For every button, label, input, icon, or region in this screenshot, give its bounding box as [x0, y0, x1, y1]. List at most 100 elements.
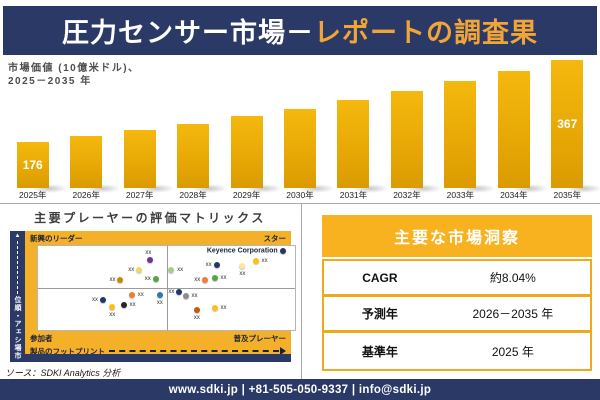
matrix-plot-area: xx xx xx xx xx xx xx xx Keyence Corporation xx xx x… — [37, 245, 296, 331]
scatter-point — [279, 247, 286, 254]
x-tick-label: 2026年 — [72, 190, 100, 200]
evaluation-matrix: ▲ 位順・アェシ場市 新興のリーダー スター xx xx xx xx xx xx xx xx K… — [10, 231, 296, 362]
point-label: xx — [261, 257, 268, 264]
point-label: xx — [205, 261, 212, 268]
x-axis-dashes — [109, 350, 279, 352]
point-label: xx — [177, 267, 184, 274]
bar-column: 2033年 — [434, 56, 496, 202]
bar-column: 2029年 — [220, 56, 282, 202]
scatter-point — [211, 275, 218, 282]
x-tick-label: 2033年 — [446, 190, 475, 200]
matrix-quadrant-labels-top: 新興のリーダー スター — [30, 233, 286, 244]
source-note: ソース：SDKI Analytics 分析 — [5, 368, 121, 378]
point-label: xx — [156, 299, 163, 306]
scatter-point — [120, 301, 127, 308]
point-label: xx — [129, 301, 136, 308]
y-axis-label: 位順・アェシ場市 — [14, 296, 21, 360]
quadrant-label-top-right: スター — [263, 234, 287, 243]
quadrant-label-bottom-right: 普及プレーヤー — [233, 334, 287, 343]
insights-header: 主要な市場洞察 — [322, 215, 592, 257]
bar-value-label: 176 — [22, 158, 43, 172]
bar-column: 367 2035年 — [541, 56, 600, 202]
point-label: xx — [191, 292, 198, 299]
row-label: CAGR — [362, 270, 398, 285]
scatter-point — [109, 303, 116, 310]
point-label: xx — [193, 315, 200, 322]
matrix-title: 主要プレーヤーの評価マトリックス — [34, 211, 266, 225]
chart-subtitle: 市場価値 (10億米ドル)、 2025－2035 年 — [8, 62, 140, 88]
insights-table: CAGR 約8.04% 予測年 2026－2035 年 基準年 2025 年 — [322, 259, 592, 371]
row-value: 2026－2035 年 — [472, 307, 554, 321]
table-row: 予測年 2026－2035 年 — [324, 297, 590, 333]
bar-value-label: 367 — [557, 117, 578, 131]
point-label: xx — [109, 311, 116, 318]
arrow-up-icon: ▲ — [14, 233, 21, 239]
point-label: xx — [145, 249, 152, 256]
bar-2025年: 176 — [16, 142, 68, 193]
bar-2029年 — [230, 116, 282, 193]
bar-chart: 176 2025年 2026年 2027年 2028年 2029年 2030年 2031年 20… — [6, 56, 600, 202]
row-value: 2025 年 — [491, 344, 534, 359]
chart-subtitle-line2: 2025－2035 年 — [8, 76, 92, 87]
matrix-quadrant-labels-bottom: 参加者 普及プレーヤー — [30, 333, 286, 344]
scatter-point — [146, 256, 153, 263]
bar-column: 2028年 — [166, 56, 229, 202]
bar-2031年 — [337, 100, 389, 193]
point-label: xx — [220, 275, 227, 282]
scatter-point — [182, 292, 189, 299]
quadrant-label-bottom-left: 参加者 — [30, 334, 53, 343]
row-label: 予測年 — [361, 307, 398, 321]
scatter-point — [128, 291, 135, 298]
point-label: xx — [92, 296, 99, 303]
bar-2030年 — [283, 109, 336, 193]
x-tick-label: 2030年 — [286, 190, 314, 200]
title-bar: 圧力センサー市場－ レポートの調査果 — [3, 6, 597, 55]
point-label: xx — [109, 277, 116, 284]
scatter-point — [193, 307, 200, 314]
bar-column: 2027年 — [113, 56, 175, 202]
quadrant-label-top-left: 新興のリーダー — [30, 234, 83, 243]
point-label: xx — [168, 288, 175, 295]
contact-footer: www.sdki.jp | +81-505-050-9337 | info@sd… — [0, 379, 600, 400]
point-label: xx — [128, 267, 135, 274]
scatter-point — [152, 276, 159, 283]
table-row: CAGR 約8.04% — [324, 261, 590, 297]
x-tick-label: 2029年 — [232, 190, 261, 200]
point-label: xx — [144, 276, 151, 283]
point-label: xx — [137, 291, 144, 298]
bar-2028年 — [177, 124, 229, 193]
bar-2033年 — [444, 81, 496, 193]
x-tick-label: 2031年 — [339, 190, 368, 200]
bar-2032年 — [390, 91, 443, 193]
page-title-accent: レポートの調査果 — [314, 18, 538, 48]
matrix-bottom-strip — [10, 354, 291, 362]
bar-column: 2032年 — [380, 56, 443, 202]
scatter-point — [213, 261, 220, 268]
scatter-point — [156, 291, 163, 298]
bar-2026年 — [70, 136, 122, 193]
x-tick-label: 2034年 — [500, 190, 528, 200]
matrix-x-axis: 製品のフットプリント — [30, 345, 286, 357]
scatter-point — [176, 288, 183, 295]
insights-section: 主要な市場洞察 CAGR 約8.04% 予測年 2026－2035 年 基準年 … — [322, 215, 592, 371]
section-divider-vertical — [301, 204, 302, 379]
bar-column: 2031年 — [327, 56, 389, 202]
bar-2027年 — [123, 130, 175, 193]
company-label: Keyence Corporation — [206, 247, 278, 255]
row-value: 約8.04% — [489, 271, 536, 285]
scatter-point — [252, 257, 259, 264]
scatter-point — [202, 277, 209, 284]
scatter-point — [239, 263, 246, 270]
x-axis-label: 製品のフットプリント — [30, 346, 105, 356]
page-title-main: 圧力センサー市場－ — [62, 18, 314, 48]
scatter-point — [136, 267, 143, 274]
point-label: xx — [220, 304, 227, 311]
bar-2035年: 367 — [551, 60, 600, 193]
section-divider-horizontal — [0, 203, 600, 204]
bar-column: 2034年 — [487, 56, 549, 202]
x-tick-label: 2028年 — [179, 190, 207, 200]
y-axis-dashes — [17, 241, 18, 294]
quadrant-divider-horizontal — [38, 288, 295, 289]
point-label: xx — [239, 271, 246, 278]
